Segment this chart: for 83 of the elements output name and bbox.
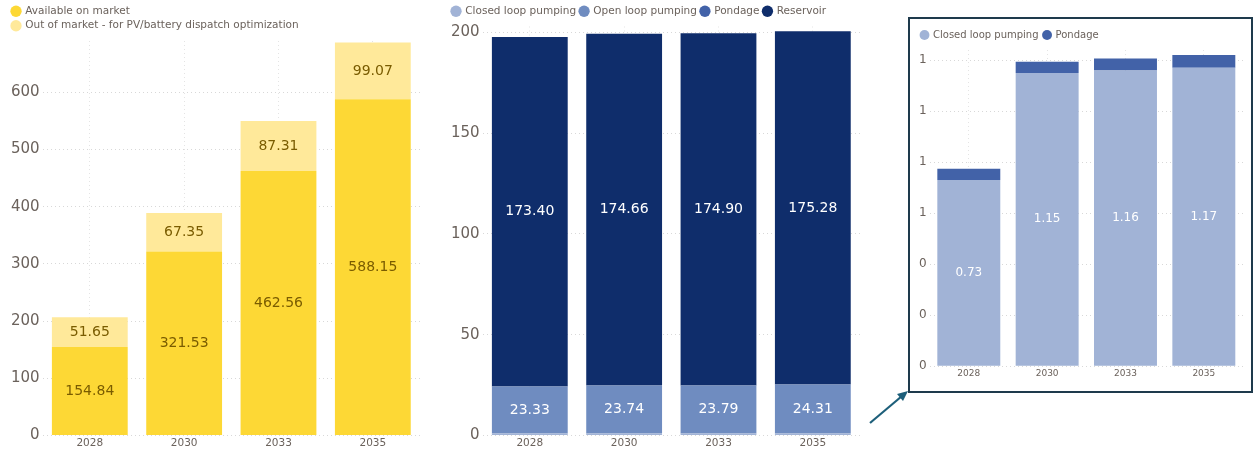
bar — [491, 386, 568, 434]
data-label: 154.84 — [65, 381, 115, 398]
legend-label: Closed loop pumping — [465, 3, 577, 16]
bar — [937, 168, 1001, 181]
data-label: 99.07 — [352, 61, 393, 78]
data-label: 1.16 — [1112, 210, 1139, 225]
x-tick-label: 2035 — [1192, 367, 1216, 378]
data-label: 24.31 — [792, 399, 833, 416]
bar — [240, 121, 317, 171]
bar — [334, 42, 411, 100]
data-label: 588.15 — [348, 257, 398, 274]
bar — [1172, 55, 1236, 68]
bar — [51, 317, 128, 347]
x-tick-label: 2033 — [705, 436, 732, 449]
data-label: 23.33 — [509, 400, 550, 417]
bar — [1172, 67, 1236, 366]
data-label: 67.35 — [164, 223, 205, 240]
bar — [586, 33, 663, 386]
data-label: 0.73 — [955, 265, 983, 279]
data-label: 173.40 — [505, 202, 555, 219]
bar — [146, 213, 223, 252]
bar — [774, 31, 851, 385]
x-tick-label: 2030 — [170, 436, 198, 449]
bar — [146, 251, 223, 435]
x-tick-label: 2033 — [1114, 367, 1137, 378]
bar — [1094, 58, 1157, 71]
bar — [937, 180, 1001, 366]
y-tick-label: 100 — [450, 223, 480, 242]
bar — [1094, 70, 1157, 366]
bar — [240, 171, 317, 435]
y-tick-label: 500 — [10, 139, 40, 158]
y-tick-label: 400 — [10, 196, 40, 215]
y-tick-label: 1 — [918, 205, 927, 220]
y-tick-label: 300 — [10, 253, 40, 272]
y-tick-label: 0 — [30, 425, 40, 444]
y-tick-label: 100 — [10, 368, 40, 387]
data-label: 175.28 — [788, 198, 838, 215]
data-label: 174.66 — [599, 200, 649, 217]
x-tick-label: 2028 — [516, 436, 544, 449]
bar — [491, 37, 568, 387]
x-tick-label: 2028 — [957, 367, 981, 378]
y-tick-label: 0 — [918, 256, 927, 271]
legend-label: Out of market - for PV/battery dispatch optimization — [25, 18, 299, 31]
legend-label: Available on market — [25, 3, 130, 16]
bar — [680, 385, 757, 434]
legend-label: Open loop pumping — [593, 3, 697, 16]
y-tick-label: 150 — [450, 123, 480, 142]
y-tick-label: 200 — [450, 22, 480, 41]
y-tick-label: 0 — [470, 425, 480, 444]
y-tick-label: 200 — [10, 310, 40, 329]
y-tick-label: 1 — [918, 103, 927, 118]
data-label: 51.65 — [69, 322, 110, 339]
bar — [51, 346, 128, 435]
y-tick-label: 0 — [918, 358, 927, 373]
y-tick-label: 0 — [918, 307, 927, 322]
legend-label: Pondage — [1055, 28, 1099, 40]
y-tick-label: 1 — [918, 154, 927, 169]
data-label: 23.79 — [698, 400, 739, 417]
data-label: 174.90 — [693, 199, 743, 216]
legend-label: Pondage — [714, 3, 760, 16]
bar — [1015, 61, 1079, 73]
data-label: 1.17 — [1190, 208, 1218, 223]
bar — [334, 99, 411, 435]
data-label: 321.53 — [159, 333, 209, 350]
y-tick-label: 1 — [918, 52, 927, 67]
x-tick-label: 2030 — [1035, 367, 1059, 378]
y-tick-label: 600 — [10, 82, 40, 101]
x-tick-label: 2035 — [359, 436, 387, 449]
x-tick-label: 2030 — [610, 436, 638, 449]
legend-label: Reservoir — [776, 3, 827, 16]
x-tick-label: 2035 — [799, 436, 827, 449]
bar — [586, 385, 663, 434]
bar — [774, 384, 851, 434]
legend-label: Closed loop pumping — [933, 28, 1039, 40]
x-tick-label: 2033 — [265, 436, 292, 449]
data-label: 23.74 — [604, 400, 645, 417]
y-tick-label: 50 — [460, 324, 480, 343]
bar — [1015, 72, 1079, 366]
x-tick-label: 2028 — [76, 436, 104, 449]
data-label: 462.56 — [253, 293, 304, 310]
data-label: 87.31 — [258, 136, 299, 153]
bar — [680, 33, 757, 386]
data-label: 1.15 — [1033, 211, 1061, 226]
